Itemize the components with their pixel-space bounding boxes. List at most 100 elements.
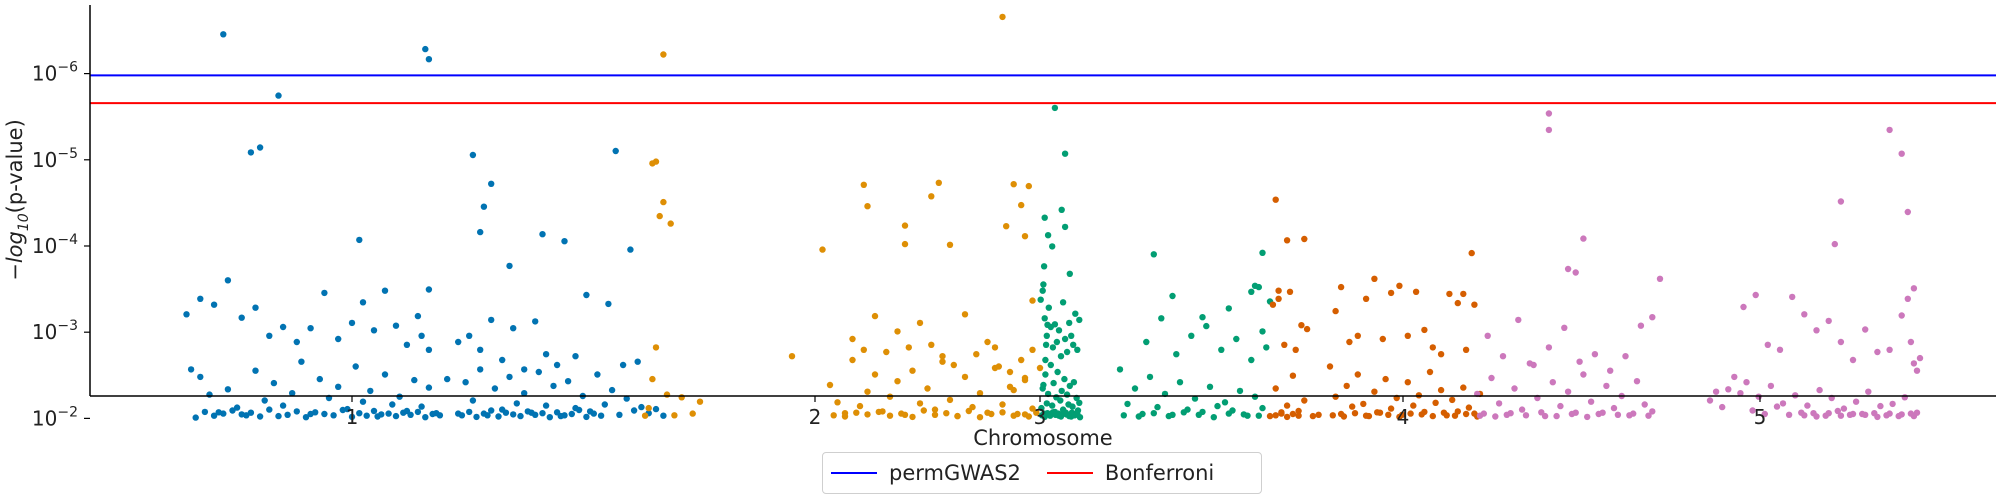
x-ticks: 1 2 3 4 5 xyxy=(346,396,1766,429)
data-point xyxy=(252,304,259,311)
data-point xyxy=(961,373,969,381)
data-point xyxy=(1050,379,1057,387)
data-point xyxy=(1752,291,1759,299)
data-point xyxy=(407,411,414,418)
data-point xyxy=(1343,382,1350,390)
data-point xyxy=(488,180,495,187)
data-point xyxy=(871,371,879,378)
data-point xyxy=(1150,251,1158,258)
data-point xyxy=(275,92,282,99)
data-point xyxy=(480,410,488,417)
data-point xyxy=(312,409,319,416)
data-point xyxy=(477,228,484,236)
data-point xyxy=(976,414,984,421)
data-point xyxy=(1910,412,1918,420)
data-point xyxy=(352,363,359,370)
data-point xyxy=(1021,233,1029,240)
data-point xyxy=(1045,304,1053,311)
data-point xyxy=(1429,412,1437,420)
data-point xyxy=(499,356,506,364)
data-point xyxy=(871,312,879,320)
data-point xyxy=(1437,386,1445,394)
data-point xyxy=(335,335,342,343)
data-point xyxy=(1904,295,1912,302)
data-point xyxy=(1764,341,1772,348)
data-point xyxy=(1047,361,1055,369)
x-tick-label: 2 xyxy=(809,405,822,429)
data-point xyxy=(939,358,946,365)
data-point xyxy=(1584,413,1591,421)
legend-label-permgwas2: permGWAS2 xyxy=(889,461,1021,485)
data-point xyxy=(425,346,433,353)
data-point xyxy=(999,13,1006,21)
data-point xyxy=(883,348,890,356)
data-point xyxy=(1789,293,1796,301)
data-point xyxy=(1622,353,1629,360)
data-point xyxy=(1518,406,1526,413)
data-point xyxy=(1484,332,1491,339)
data-point xyxy=(279,323,287,331)
data-point xyxy=(1116,366,1124,373)
data-point xyxy=(1332,307,1339,315)
data-point xyxy=(261,397,268,404)
data-point xyxy=(935,179,942,186)
data-point xyxy=(1371,388,1378,395)
data-point xyxy=(928,341,935,348)
data-point xyxy=(1210,414,1218,421)
data-point xyxy=(973,351,980,358)
data-point xyxy=(462,379,469,386)
data-point xyxy=(1773,403,1781,410)
data-point xyxy=(284,411,291,418)
data-point xyxy=(403,341,411,348)
data-point xyxy=(370,407,378,415)
data-point xyxy=(539,410,546,417)
data-point xyxy=(256,413,264,420)
data-point xyxy=(293,338,300,346)
legend-swatch-bonferroni xyxy=(1046,472,1093,474)
data-point xyxy=(849,335,856,343)
data-point xyxy=(924,385,931,392)
data-point xyxy=(931,411,939,418)
data-point xyxy=(864,411,871,418)
data-point xyxy=(988,410,995,418)
data-point xyxy=(590,410,597,417)
data-point xyxy=(819,246,826,253)
data-point xyxy=(266,406,273,413)
data-point xyxy=(206,391,213,398)
data-point xyxy=(1831,240,1839,248)
data-point xyxy=(864,388,871,395)
data-point xyxy=(1275,287,1282,294)
data-point xyxy=(1910,285,1918,292)
data-point xyxy=(1429,344,1437,351)
data-point xyxy=(1309,412,1317,420)
data-point xyxy=(939,353,946,360)
data-point xyxy=(444,375,451,383)
data-point xyxy=(561,412,568,419)
data-point xyxy=(1010,181,1017,188)
data-point xyxy=(414,408,422,416)
data-point xyxy=(689,410,696,417)
data-point xyxy=(392,412,400,420)
data-point xyxy=(521,390,528,397)
data-point xyxy=(521,366,528,373)
data-point xyxy=(1248,356,1255,364)
data-point xyxy=(860,181,867,188)
data-point xyxy=(356,410,363,417)
data-point xyxy=(1058,206,1065,213)
data-point xyxy=(1236,387,1244,395)
data-point xyxy=(1898,312,1905,319)
data-point xyxy=(788,353,796,360)
data-point xyxy=(1656,275,1664,282)
data-point xyxy=(678,394,685,401)
data-point xyxy=(564,378,572,385)
data-point xyxy=(1706,397,1714,404)
data-point xyxy=(1037,296,1044,303)
data-point xyxy=(1061,223,1069,231)
data-point xyxy=(1837,198,1845,205)
data-point xyxy=(627,246,634,253)
data-point xyxy=(1295,407,1302,415)
data-point xyxy=(1214,402,1221,410)
data-point xyxy=(1195,411,1203,418)
data-point xyxy=(572,353,579,360)
data-point xyxy=(488,316,495,324)
